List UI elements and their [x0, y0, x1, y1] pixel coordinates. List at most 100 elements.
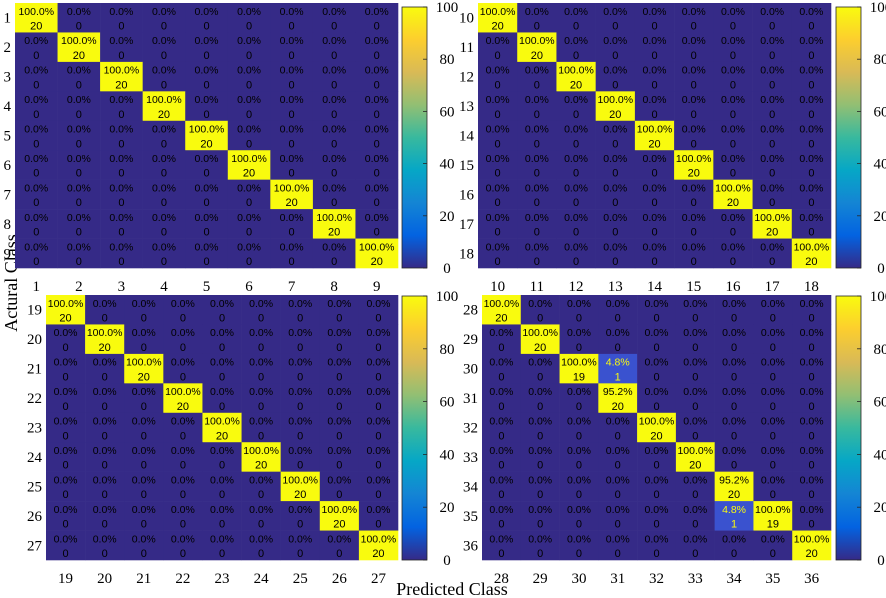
heatmap-cell: [46, 383, 86, 414]
cell-percent-label: 0.0%: [525, 153, 549, 165]
cell-count-label: 0: [808, 79, 814, 91]
cell-count-label: 0: [118, 227, 124, 239]
cell-count-label: 0: [258, 548, 264, 560]
cell-percent-label: 0.0%: [152, 182, 176, 194]
cell-count-label: 19: [573, 371, 585, 383]
heatmap-cell: [752, 120, 793, 151]
cell-count-label: 0: [141, 401, 147, 413]
row-tick-label: 8: [4, 217, 12, 233]
cell-count-label: 0: [219, 371, 225, 383]
cell-count-label: 0: [653, 401, 659, 413]
cell-count-label: 0: [612, 50, 618, 62]
heatmap-cell: [482, 295, 522, 325]
row-tick-label: 29: [463, 332, 478, 348]
cell-count-label: 0: [336, 371, 342, 383]
heatmap-cell: [280, 471, 321, 502]
heatmap-cell: [319, 471, 360, 502]
colorbar-tick-label: 40: [440, 157, 455, 173]
cell-percent-label: 0.0%: [564, 124, 588, 136]
row-tick-label: 6: [4, 158, 12, 174]
column-tick-label: 33: [688, 571, 703, 587]
cell-count-label: 0: [809, 519, 815, 531]
cell-count-label: 0: [808, 138, 814, 150]
cell-count-label: 0: [203, 50, 209, 62]
cell-percent-label: 4.8%: [722, 504, 746, 516]
heatmap-cell: [792, 501, 832, 531]
cell-count-label: 0: [809, 489, 815, 501]
heatmap-cell: [270, 209, 314, 239]
cell-percent-label: 0.0%: [564, 6, 588, 18]
cell-count-label: 0: [534, 138, 540, 150]
heatmap-cell: [634, 179, 675, 210]
heatmap-cell: [163, 383, 203, 414]
heatmap-cell: [595, 179, 636, 210]
heatmap-cell: [185, 120, 229, 151]
column-tick-label: 19: [58, 571, 73, 587]
cell-count-label: 0: [161, 168, 167, 180]
cell-count-label: 0: [219, 401, 225, 413]
cell-percent-label: 0.0%: [486, 124, 510, 136]
heatmap-cell: [713, 91, 753, 122]
cell-percent-label: 0.0%: [489, 474, 513, 486]
cell-count-label: 0: [651, 256, 657, 268]
cell-percent-label: 100.0%: [189, 124, 225, 136]
cell-count-label: 0: [219, 460, 225, 472]
cell-count-label: 20: [728, 489, 740, 501]
heatmap-cell: [753, 353, 793, 384]
heatmap-cell: [358, 530, 399, 561]
heatmap-cell: [482, 530, 522, 561]
cell-percent-label: 0.0%: [761, 533, 785, 545]
cell-count-label: 0: [653, 519, 659, 531]
heatmap-cell: [520, 353, 560, 384]
cell-count-label: 0: [375, 313, 381, 325]
heatmap-cell: [520, 295, 560, 325]
cell-count-label: 0: [615, 548, 621, 560]
heatmap-cell: [714, 383, 754, 414]
cell-percent-label: 0.0%: [67, 94, 91, 106]
heatmap-cell: [355, 61, 399, 92]
heatmap-cell: [185, 150, 229, 180]
row-tick-label: 16: [459, 187, 475, 203]
cell-count-label: 0: [534, 168, 540, 180]
cell-count-label: 0: [537, 489, 543, 501]
cell-count-label: 0: [692, 371, 698, 383]
heatmap-cell: [556, 120, 596, 151]
heatmap-cell: [517, 209, 557, 239]
cell-percent-label: 0.0%: [799, 94, 823, 106]
colorbar-tick-label: 80: [440, 52, 455, 68]
cell-count-label: 0: [769, 109, 775, 121]
heatmap-cell: [241, 530, 281, 561]
cell-percent-label: 0.0%: [489, 386, 513, 398]
cell-count-label: 0: [495, 197, 501, 209]
heatmap-cell: [714, 530, 754, 561]
cell-percent-label: 0.0%: [761, 327, 785, 339]
cell-percent-label: 0.0%: [365, 182, 389, 194]
heatmap-cell: [227, 32, 271, 63]
heatmap-cell: [319, 295, 360, 325]
cell-count-label: 20: [650, 430, 662, 442]
cell-count-label: 0: [76, 197, 82, 209]
cell-count-label: 0: [336, 430, 342, 442]
heatmap-cell: [15, 179, 58, 210]
cell-percent-label: 0.0%: [195, 65, 219, 77]
heatmap-cell: [227, 238, 271, 269]
heatmap-cell: [46, 324, 86, 355]
colorbar: [835, 295, 862, 561]
cell-count-label: 0: [769, 21, 775, 33]
column-tick-label: 3: [118, 279, 126, 295]
cell-percent-label: 0.0%: [528, 533, 552, 545]
heatmap-cell: [752, 3, 793, 33]
cell-count-label: 0: [203, 256, 209, 268]
cell-percent-label: 100.0%: [165, 386, 201, 398]
cell-percent-label: 0.0%: [682, 241, 706, 253]
cell-count-label: 0: [691, 197, 697, 209]
cell-count-label: 20: [766, 227, 778, 239]
heatmap-cell: [142, 3, 186, 33]
cell-count-label: 0: [770, 313, 776, 325]
heatmap-cell: [142, 120, 186, 151]
heatmap-cell: [319, 442, 360, 472]
row-tick-label: 12: [459, 70, 474, 86]
cell-percent-label: 0.0%: [606, 474, 630, 486]
heatmap-cell: [319, 530, 360, 561]
heatmap-cell: [312, 61, 356, 92]
